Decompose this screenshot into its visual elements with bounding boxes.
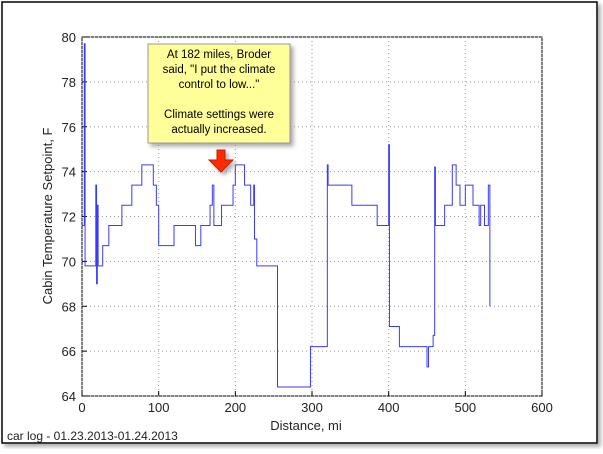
footer: car log - 01.23.2013-01.24.2013	[7, 429, 178, 443]
callout-text: At 182 miles, Broder said, "I put the cli…	[163, 49, 276, 136]
y-tick-label: 80	[62, 30, 76, 45]
x-tick-label: 100	[148, 400, 170, 415]
callout-line: said, "I put the climate	[163, 64, 276, 76]
x-axis-label: Distance, mi	[270, 418, 342, 433]
callout-arrow	[207, 149, 235, 173]
y-tick-label: 68	[62, 299, 76, 314]
y-tick-label: 72	[62, 210, 76, 225]
data-line	[82, 43, 491, 388]
x-tick-label: 0	[78, 400, 85, 415]
y-tick-label: 64	[62, 389, 76, 404]
y-tick-label: 66	[62, 344, 76, 359]
callout-box	[147, 43, 291, 144]
x-tick-label: 600	[531, 400, 553, 415]
callout-line: actually increased.	[171, 124, 266, 136]
y-tick-label: 74	[62, 165, 76, 180]
y-tick-label: 76	[62, 120, 76, 135]
y-tick-label: 70	[62, 254, 76, 269]
callout-line: control to low..."	[179, 79, 260, 91]
y-axis-label: Cabin Temperature Setpoint, F	[40, 128, 55, 305]
callout-line: Climate settings were	[164, 109, 274, 121]
x-tick-label: 300	[301, 400, 323, 415]
plot	[82, 43, 491, 388]
x-tick-label: 200	[224, 400, 246, 415]
x-tick-label: 500	[454, 400, 476, 415]
callout-line: At 182 miles, Broder	[167, 49, 271, 61]
x-tick-label: 400	[378, 400, 400, 415]
y-tick-label: 78	[62, 75, 76, 90]
